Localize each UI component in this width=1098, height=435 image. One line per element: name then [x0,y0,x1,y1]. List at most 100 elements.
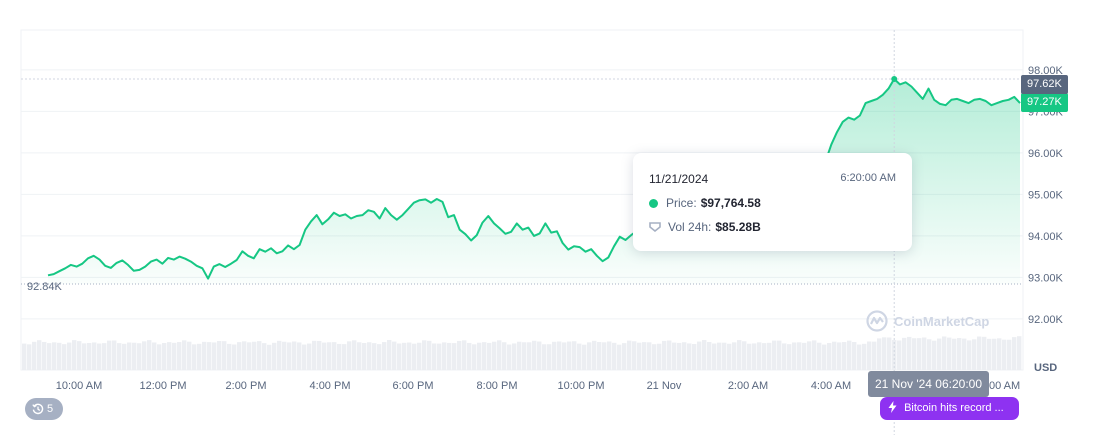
price-line [47,78,1021,280]
volume-bar [517,341,522,370]
volume-bar [457,340,462,370]
volume-bar [172,342,177,370]
currency-label: USD [1034,362,1058,374]
volume-bar [387,340,392,370]
volume-bar [212,342,217,370]
volume-bar [832,341,837,370]
volume-bar [972,339,977,370]
volume-bar [307,343,312,370]
history-events-button[interactable]: 5 [25,398,63,420]
y-tick-label: 98.00K [1028,65,1064,77]
volume-bar [487,342,492,370]
volume-bar [977,336,982,370]
volume-bar [197,343,202,370]
volume-bar [477,342,482,370]
volume-bar [177,342,182,370]
volume-bar [447,342,452,370]
volume-bar [902,337,907,370]
volume-bar [182,340,187,370]
x-tick-label: 4:00 AM [811,380,851,392]
volume-bar [777,340,782,370]
volume-bar [982,336,987,370]
volume-bar [1002,339,1007,370]
volume-bar [377,344,382,370]
volume-bar [917,338,922,370]
volume-bar [482,342,487,370]
volume-bar [882,337,887,370]
volume-bar [872,341,877,370]
volume-bar [742,341,747,370]
volume-bar [967,340,972,370]
lightning-icon [888,401,897,413]
volume-bar [837,342,842,370]
volume-bar [582,344,587,370]
volume-bar [422,340,427,370]
hover-time-badge: 21 Nov '24 06:20:00 [868,371,989,397]
volume-bar [532,340,537,370]
volume-bar [717,342,722,370]
volume-bar [112,340,117,370]
y-tick-label: 94.00K [1028,231,1064,243]
volume-bar [312,340,317,370]
x-tick-label: 2:00 AM [728,380,768,392]
volume-bar [737,340,742,370]
volume-bar [327,342,332,370]
volume-bar [67,342,72,370]
chart-tooltip: 11/21/2024 6:20:00 AM Price: $97,764.58 … [633,153,912,251]
volume-bar [107,340,112,370]
volume-bar [877,338,882,370]
volume-bar [612,342,617,370]
volume-bar [657,343,662,370]
tooltip-volume-row: Vol 24h: $85.28B [649,220,761,234]
volume-bar [632,341,637,370]
volume-bar [402,342,407,370]
volume-bar [297,342,302,370]
volume-bar [62,344,67,370]
volume-bar [752,343,757,370]
volume-bar [192,344,197,370]
volume-bar [397,343,402,370]
tooltip-price-row: Price: $97,764.58 [649,196,761,210]
volume-bar [927,339,932,370]
x-tick-label: 4:00 PM [310,380,351,392]
y-tick-label: 95.00K [1028,189,1064,201]
volume-bar [597,342,602,370]
volume-bar [362,343,367,370]
volume-bar [962,338,967,370]
news-event-button[interactable]: Bitcoin hits record ... [880,397,1019,420]
volume-bar [797,342,802,370]
x-tick-label: 12:00 PM [139,380,186,392]
history-count: 5 [47,403,54,415]
volume-bar [502,342,507,370]
volume-bar [242,341,247,370]
volume-bar [817,342,822,370]
volume-bar [187,341,192,370]
volume-bar [922,337,927,370]
volume-bar [647,342,652,370]
x-tick-label: 21 Nov [647,380,682,392]
hover-point [891,76,898,83]
volume-bar [97,343,102,370]
volume-bar [552,341,557,370]
volume-bar [997,338,1002,370]
volume-bar [987,338,992,370]
volume-bar [627,340,632,370]
tooltip-volume-label: Vol 24h: [668,220,712,234]
volume-bar [607,341,612,370]
volume-bar [992,338,997,370]
volume-bar [167,342,172,370]
volume-bar [762,343,767,370]
volume-bar [277,340,282,370]
volume-bar [237,342,242,370]
y-tick-label: 96.00K [1028,148,1064,160]
volume-bar [857,344,862,370]
volume-bar [42,341,47,370]
volume-bar [207,342,212,370]
volume-bar [282,341,287,370]
tooltip-volume-value: $85.28B [715,220,761,234]
volume-bar [147,340,152,370]
volume-bar [727,343,732,370]
volume-bar [417,342,422,370]
volume-bar [712,343,717,370]
